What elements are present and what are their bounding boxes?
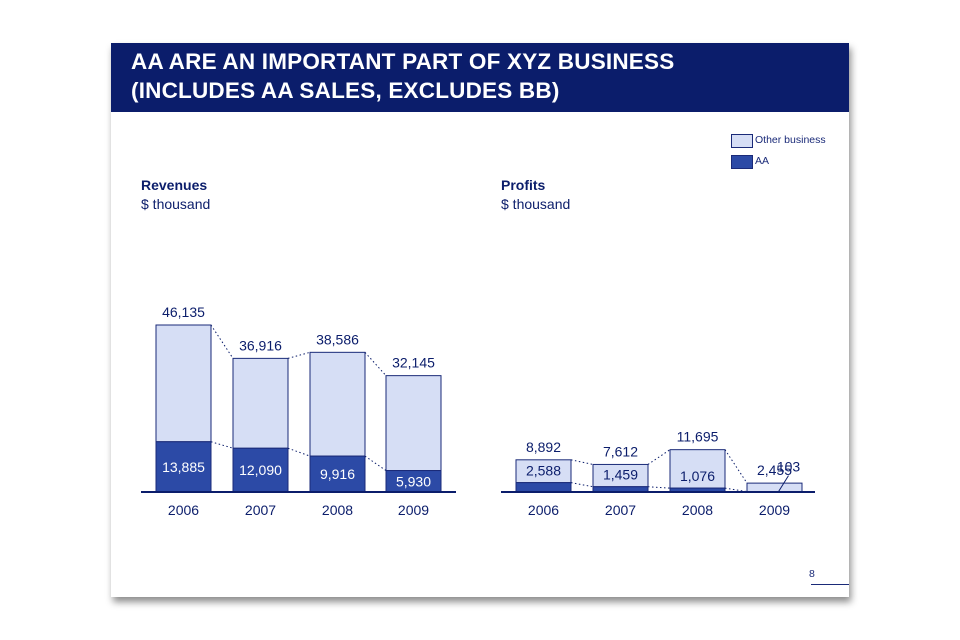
profits-total-connector-2008: [724, 449, 748, 484]
legend-label-other-business: Other business: [755, 134, 826, 146]
profits-total-connector-2006: [570, 459, 594, 465]
profits-category-label-2006: 2006: [528, 502, 559, 518]
page-number: 8: [809, 568, 815, 580]
slide-title-line-1: AA ARE AN IMPORTANT PART OF XYZ BUSINESS: [131, 49, 675, 74]
revenues-category-label-2009: 2009: [398, 502, 429, 518]
profits-bar-aa-2006: [515, 482, 572, 493]
legend-label-aa: AA: [755, 155, 770, 167]
profits-chart-title: Profits: [501, 177, 546, 193]
revenues-bar-aa-2006: [155, 441, 212, 493]
revenues-bar-other-2007: [232, 357, 289, 449]
slide-header: AA ARE AN IMPORTANT PART OF XYZ BUSINESS…: [111, 43, 849, 112]
revenues-total-label-2008: 38,586: [316, 331, 359, 347]
profits-total-label-2008: 11,695: [677, 429, 719, 445]
profits-total-label-2009: 2,455: [757, 462, 792, 478]
revenues-category-label-2008: 2008: [322, 502, 353, 518]
revenues-aa-connector-2007: [287, 447, 311, 457]
profits-aa-leader-2009: [778, 475, 789, 492]
revenues-aa-connector-2008: [364, 455, 387, 471]
page-number-rule: [811, 584, 849, 585]
profits-aa-label-2006: 2,588: [526, 463, 561, 479]
slide: AA ARE AN IMPORTANT PART OF XYZ BUSINESS…: [111, 43, 849, 597]
profits-category-label-2008: 2008: [682, 502, 713, 518]
legend-swatch-aa: [731, 155, 753, 169]
revenues-category-label-2006: 2006: [168, 502, 199, 518]
revenues-aa-label-2009: 5,930: [396, 473, 431, 489]
revenues-bar-other-2006: [155, 324, 212, 443]
profits-aa-label-2008: 1,076: [680, 468, 715, 484]
revenues-chart-title: Revenues: [141, 177, 208, 193]
revenues-total-connector-2006: [210, 324, 234, 359]
legend-swatch-other-business: [731, 134, 753, 148]
revenues-bar-other-2009: [385, 375, 442, 472]
profits-bar-other-2009: [746, 482, 803, 493]
revenues-aa-label-2006: 13,885: [162, 459, 205, 475]
revenues-total-label-2006: 46,135: [162, 304, 205, 320]
revenues-total-label-2009: 32,145: [392, 355, 435, 371]
profits-total-label-2006: 8,892: [526, 439, 561, 455]
revenues-aa-label-2007: 12,090: [239, 462, 282, 478]
profits-aa-connector-2007: [647, 486, 671, 489]
profits-total-connector-2007: [647, 449, 671, 465]
profits-category-label-2009: 2009: [759, 502, 790, 518]
revenues-total-connector-2008: [364, 351, 387, 376]
profits-chart-unit: $ thousand: [501, 196, 571, 212]
revenues-aa-connector-2006: [210, 441, 234, 449]
profits-total-label-2007: 7,612: [603, 443, 638, 459]
revenues-chart-unit: $ thousand: [141, 196, 211, 212]
profits-bar-other-2008: [669, 449, 726, 489]
profits-aa-connector-2006: [570, 482, 594, 488]
revenues-bar-other-2008: [309, 351, 366, 457]
revenues-total-label-2007: 36,916: [239, 337, 282, 353]
revenues-aa-label-2008: 9,916: [320, 466, 355, 482]
profits-category-label-2007: 2007: [605, 502, 636, 518]
profits-aa-label-2007: 1,459: [603, 467, 638, 483]
revenues-total-connector-2007: [287, 351, 311, 359]
charts-canvas: 46,135 13,885 2006 36,916 12,090 2007 38,586 9,…: [141, 304, 815, 518]
revenues-category-label-2007: 2007: [245, 502, 276, 518]
profits-aa-label-2009: 103: [777, 459, 801, 475]
slide-title-line-2: (INCLUDES AA SALES, EXCLUDES BB): [131, 78, 560, 103]
